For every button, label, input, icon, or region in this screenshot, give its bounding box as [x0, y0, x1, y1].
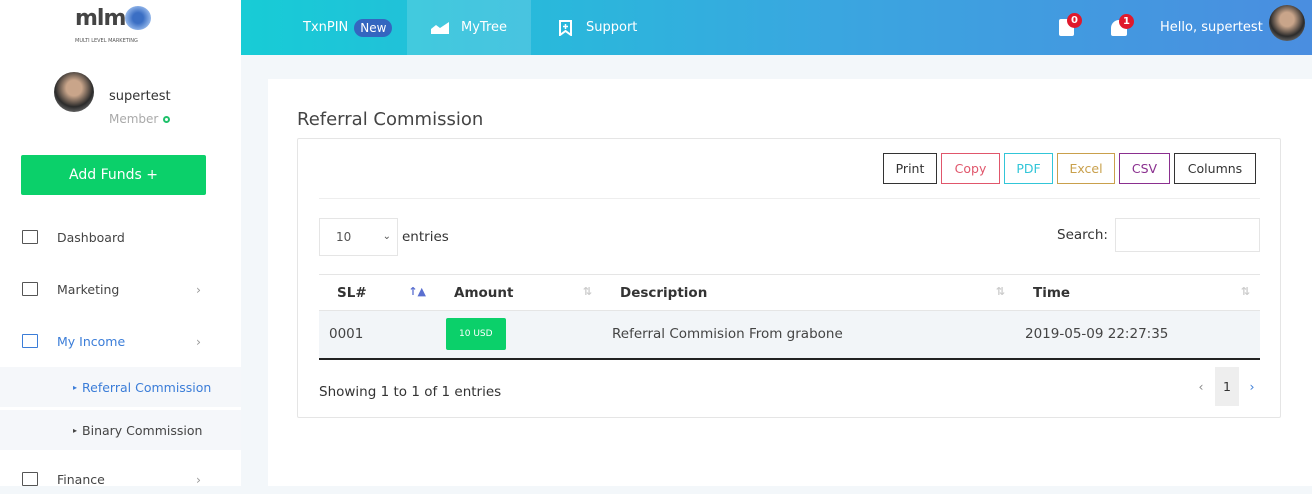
- pdf-button[interactable]: PDF: [1004, 153, 1053, 184]
- datatable-panel: Print Copy PDF Excel CSV Columns 10 ⌄ ent…: [297, 138, 1281, 418]
- print-button[interactable]: Print: [883, 153, 937, 184]
- tree-icon: [125, 6, 151, 30]
- columns-button[interactable]: Columns: [1174, 153, 1256, 184]
- add-funds-button[interactable]: Add Funds +: [21, 155, 206, 195]
- sidebar-item-my-income[interactable]: My Income ›: [0, 326, 241, 356]
- column-header-amount[interactable]: Amount ⇅: [436, 274, 602, 311]
- messages-count-badge: 0: [1067, 13, 1082, 28]
- column-header-sl[interactable]: SL# ↑▲: [319, 274, 436, 311]
- notifications-button[interactable]: 1: [1111, 0, 1134, 55]
- nav-txnpin[interactable]: TxnPIN New: [303, 0, 393, 55]
- greeting[interactable]: Hello, supertest: [1160, 20, 1263, 35]
- chevron-right-icon: ›: [196, 471, 201, 487]
- bookmark-icon: [559, 19, 572, 36]
- sidebar-item-finance[interactable]: Finance ›: [0, 464, 241, 494]
- sidebar-item-dashboard[interactable]: Dashboard: [0, 222, 241, 252]
- divider: [319, 198, 1260, 199]
- dollar-icon: [22, 472, 38, 486]
- logo[interactable]: mlm MULTI LEVEL MARKETING: [75, 6, 155, 46]
- excel-button[interactable]: Excel: [1057, 153, 1115, 184]
- cell-time: 2019-05-09 22:27:35: [1015, 310, 1260, 360]
- user-name: supertest: [109, 89, 171, 104]
- sort-icon: ⇅: [1240, 285, 1250, 298]
- nav-support[interactable]: Support: [559, 0, 637, 55]
- bell-icon: 1: [1111, 13, 1134, 36]
- submenu-binary-commission[interactable]: ▸ Binary Commission: [0, 410, 241, 450]
- monitor-icon: [22, 230, 38, 244]
- cell-description: Referral Commision From grabone: [602, 310, 1015, 360]
- new-badge: New: [354, 18, 393, 37]
- search-label: Search:: [1057, 227, 1108, 243]
- nav-mytree[interactable]: MyTree: [407, 0, 531, 55]
- sidebar-item-marketing[interactable]: Marketing ›: [0, 274, 241, 304]
- chevron-down-icon: ⌄: [382, 231, 391, 242]
- user-role: Member: [109, 112, 171, 126]
- online-status-icon: [163, 116, 171, 123]
- avatar: [54, 72, 94, 112]
- user-avatar[interactable]: [1269, 5, 1305, 41]
- submenu-referral-commission[interactable]: ▸ Referral Commission: [0, 367, 241, 407]
- cell-sl: 0001: [319, 310, 436, 360]
- content-card: Referral Commission Print Copy PDF Excel…: [268, 79, 1312, 486]
- presentation-icon: [22, 282, 38, 296]
- sort-asc-icon: ↑▲: [408, 285, 426, 298]
- entries-label: entries: [402, 229, 449, 245]
- sidebar: mlm MULTI LEVEL MARKETING supertest Memb…: [0, 0, 241, 487]
- pagination-next[interactable]: ›: [1249, 379, 1255, 394]
- csv-button[interactable]: CSV: [1119, 153, 1170, 184]
- sort-icon: ⇅: [995, 285, 1005, 298]
- top-navbar: TxnPIN New MyTree Support 0 1 Hello, supe…: [241, 0, 1312, 55]
- amount-badge: 10 USD: [446, 318, 506, 351]
- search-input[interactable]: [1115, 218, 1260, 252]
- chart-area-icon: [431, 21, 449, 34]
- caret-icon: ▸: [73, 425, 78, 435]
- chevron-right-icon: ›: [196, 333, 201, 349]
- bank-icon: [22, 334, 38, 348]
- copy-button[interactable]: Copy: [941, 153, 1000, 184]
- sort-icon: ⇅: [582, 285, 592, 298]
- pagination-page-1[interactable]: 1: [1215, 367, 1239, 406]
- table-info: Showing 1 to 1 of 1 entries: [319, 384, 502, 400]
- table-row: 0001 10 USD Referral Commision From grab…: [319, 310, 1260, 360]
- messages-button[interactable]: 0: [1059, 0, 1082, 55]
- notifications-count-badge: 1: [1119, 13, 1134, 29]
- chevron-right-icon: ›: [196, 281, 201, 297]
- page-title: Referral Commission: [297, 109, 484, 130]
- page-length-select[interactable]: 10 ⌄: [319, 218, 398, 256]
- commission-table: SL# ↑▲ Amount ⇅ Description ⇅ Time ⇅ 0001 10…: [319, 274, 1260, 360]
- column-header-time[interactable]: Time ⇅: [1015, 274, 1260, 311]
- pagination-prev[interactable]: ‹: [1198, 379, 1204, 394]
- document-icon: 0: [1059, 13, 1082, 36]
- cell-amount: 10 USD: [436, 310, 602, 360]
- caret-icon: ▸: [73, 382, 78, 392]
- column-header-description[interactable]: Description ⇅: [602, 274, 1015, 311]
